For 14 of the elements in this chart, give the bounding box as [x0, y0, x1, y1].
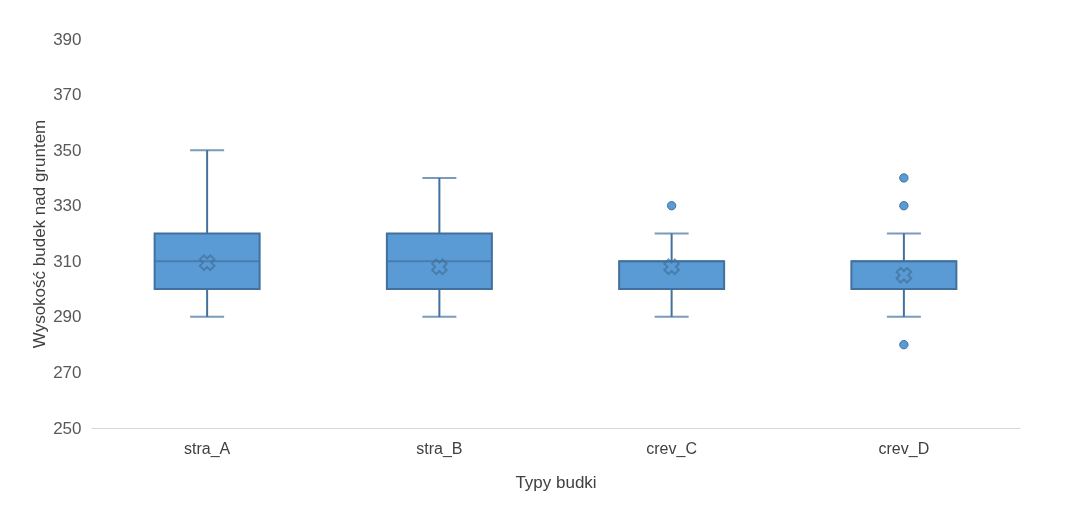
- x-tick-label: stra_A: [184, 439, 231, 458]
- y-tick-label: 250: [53, 418, 82, 438]
- y-tick-label: 370: [53, 85, 82, 105]
- y-tick-label: 390: [53, 29, 82, 49]
- x-tick-label: crev_C: [646, 439, 697, 458]
- y-tick-label: 310: [53, 251, 82, 271]
- x-tick-label: stra_B: [416, 439, 463, 458]
- y-axis-title: Wysokość budek nad gruntem: [30, 119, 50, 349]
- x-axis-title: Typy budki: [515, 472, 597, 492]
- y-tick-label: 290: [53, 307, 82, 327]
- x-tick-label: crev_D: [878, 439, 930, 458]
- y-tick-label: 330: [53, 196, 82, 216]
- y-tick-label: 350: [53, 140, 82, 160]
- y-tick-label: 270: [53, 362, 82, 382]
